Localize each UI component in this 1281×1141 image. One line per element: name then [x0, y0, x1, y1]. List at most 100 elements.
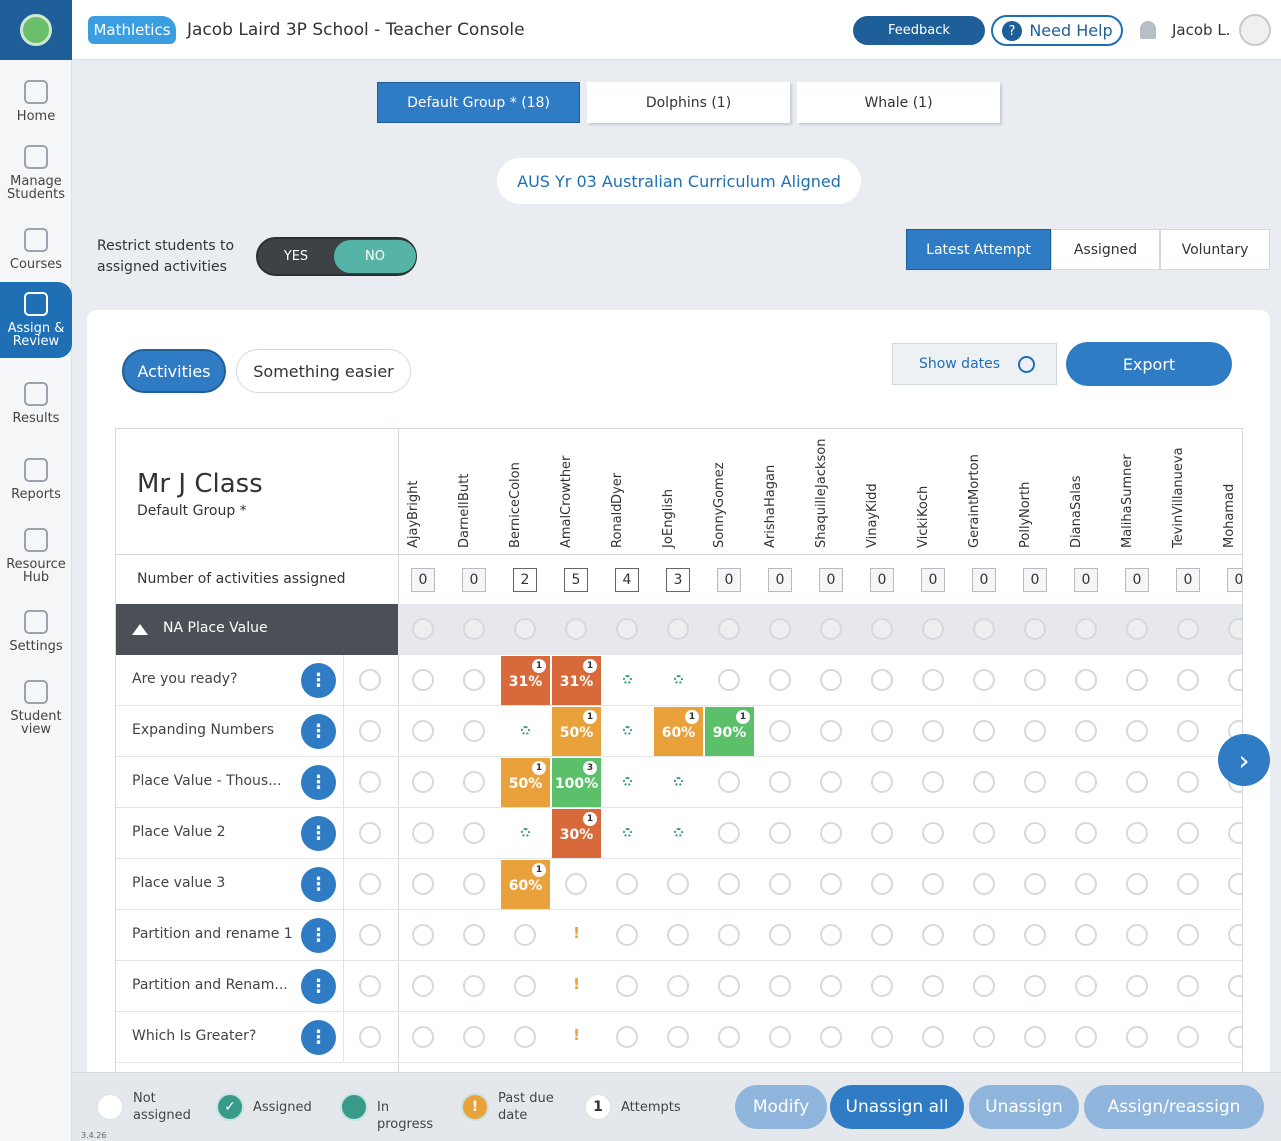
menu-button[interactable]: ⋮ [301, 765, 336, 800]
help-button[interactable]: Need Help [991, 15, 1123, 46]
not-assigned[interactable] [1075, 720, 1097, 742]
select-circle[interactable] [359, 924, 381, 946]
restrict-toggle[interactable]: YES NO [256, 237, 417, 276]
score-cell[interactable]: 31% 1 [501, 656, 550, 705]
user-name[interactable]: Jacob L. [1172, 21, 1231, 39]
not-assigned[interactable] [1024, 975, 1046, 997]
menu-button[interactable]: ⋮ [301, 867, 336, 902]
not-assigned[interactable] [412, 720, 434, 742]
not-assigned[interactable] [922, 720, 944, 742]
not-assigned[interactable] [1126, 873, 1148, 895]
not-assigned[interactable] [922, 975, 944, 997]
not-assigned[interactable] [412, 669, 434, 691]
not-assigned[interactable] [463, 669, 485, 691]
not-assigned[interactable] [871, 771, 893, 793]
not-assigned[interactable] [616, 975, 638, 997]
not-assigned[interactable] [973, 1026, 995, 1048]
not-assigned[interactable] [922, 822, 944, 844]
not-assigned[interactable] [1126, 822, 1148, 844]
student-name[interactable]: Ajay Bright [406, 468, 421, 548]
not-assigned[interactable] [463, 1026, 485, 1048]
feedback-button[interactable]: Feedback [853, 16, 985, 45]
not-assigned[interactable] [718, 873, 740, 895]
not-assigned[interactable] [718, 924, 740, 946]
not-assigned[interactable] [1228, 975, 1242, 997]
not-assigned[interactable] [1075, 924, 1097, 946]
action-button[interactable]: Unassign [969, 1085, 1079, 1129]
student-name[interactable]: Darnell Butt [457, 468, 472, 548]
not-assigned[interactable] [871, 924, 893, 946]
not-assigned[interactable] [922, 771, 944, 793]
next-arrow[interactable]: › [1218, 734, 1270, 786]
select-circle[interactable] [359, 975, 381, 997]
score-cell[interactable]: 90% 1 [705, 707, 754, 756]
activity-name[interactable]: Expanding Numbers [132, 722, 274, 738]
nav-item[interactable]: Settings [0, 600, 72, 676]
view-tab[interactable]: Assigned [1051, 229, 1160, 270]
not-assigned[interactable] [769, 720, 791, 742]
bell-icon[interactable] [1140, 21, 1156, 39]
select-circle[interactable] [359, 873, 381, 895]
activity-name[interactable]: Place Value 2 [132, 824, 226, 840]
score-cell[interactable]: 60% 1 [501, 860, 550, 909]
not-assigned[interactable] [973, 924, 995, 946]
export-button[interactable]: Export [1066, 342, 1232, 386]
action-button[interactable]: Modify [735, 1085, 827, 1129]
not-assigned[interactable] [1075, 1026, 1097, 1048]
student-name[interactable]: Sonny Gomez [712, 462, 727, 548]
not-assigned[interactable] [871, 669, 893, 691]
not-assigned[interactable] [769, 975, 791, 997]
section-header[interactable]: NA Place Value [116, 604, 398, 655]
not-assigned[interactable] [1177, 771, 1199, 793]
not-assigned[interactable] [1075, 771, 1097, 793]
not-assigned[interactable] [1024, 1026, 1046, 1048]
not-assigned[interactable] [769, 1026, 791, 1048]
student-name[interactable]: Arisha Hagan [763, 465, 778, 548]
activity-name[interactable]: Partition and Renam... [132, 977, 288, 993]
not-assigned[interactable] [1024, 873, 1046, 895]
not-assigned[interactable] [412, 873, 434, 895]
not-assigned[interactable] [769, 924, 791, 946]
student-name[interactable]: Vicki Koch [916, 468, 931, 548]
not-assigned[interactable] [1177, 822, 1199, 844]
select-circle[interactable] [359, 669, 381, 691]
student-name[interactable]: Geraint Morton [967, 454, 982, 548]
not-assigned[interactable] [1024, 669, 1046, 691]
not-assigned[interactable] [514, 1026, 536, 1048]
not-assigned[interactable] [769, 873, 791, 895]
not-assigned[interactable] [1075, 669, 1097, 691]
toggle-no[interactable]: NO [334, 240, 416, 273]
student-name[interactable]: Amal Crowther [559, 455, 574, 548]
action-button[interactable]: Assign/reassign [1084, 1085, 1264, 1129]
not-assigned[interactable] [616, 1026, 638, 1048]
not-assigned[interactable] [463, 873, 485, 895]
avatar[interactable] [1239, 14, 1271, 46]
menu-button[interactable]: ⋮ [301, 663, 336, 698]
not-assigned[interactable] [463, 822, 485, 844]
not-assigned[interactable] [1177, 669, 1199, 691]
not-assigned[interactable] [463, 924, 485, 946]
not-assigned[interactable] [1126, 669, 1148, 691]
nav-item[interactable]: Manage Students [0, 135, 72, 211]
not-assigned[interactable] [718, 975, 740, 997]
not-assigned[interactable] [973, 975, 995, 997]
score-cell[interactable]: 30% 1 [552, 809, 601, 858]
not-assigned[interactable] [667, 1026, 689, 1048]
filter-tab[interactable]: Something easier [236, 349, 411, 393]
not-assigned[interactable] [412, 1026, 434, 1048]
menu-button[interactable]: ⋮ [301, 1020, 336, 1055]
not-assigned[interactable] [1075, 975, 1097, 997]
not-assigned[interactable] [565, 873, 587, 895]
menu-button[interactable]: ⋮ [301, 714, 336, 749]
not-assigned[interactable] [769, 822, 791, 844]
student-name[interactable]: Bernice Colon [508, 462, 523, 548]
not-assigned[interactable] [412, 822, 434, 844]
brand[interactable]: Mathletics [88, 16, 176, 44]
not-assigned[interactable] [718, 669, 740, 691]
action-button[interactable]: Unassign all [830, 1085, 964, 1129]
not-assigned[interactable] [973, 771, 995, 793]
not-assigned[interactable] [820, 873, 842, 895]
student-name[interactable]: Mohamad [1222, 468, 1237, 548]
select-circle[interactable] [359, 771, 381, 793]
not-assigned[interactable] [718, 771, 740, 793]
